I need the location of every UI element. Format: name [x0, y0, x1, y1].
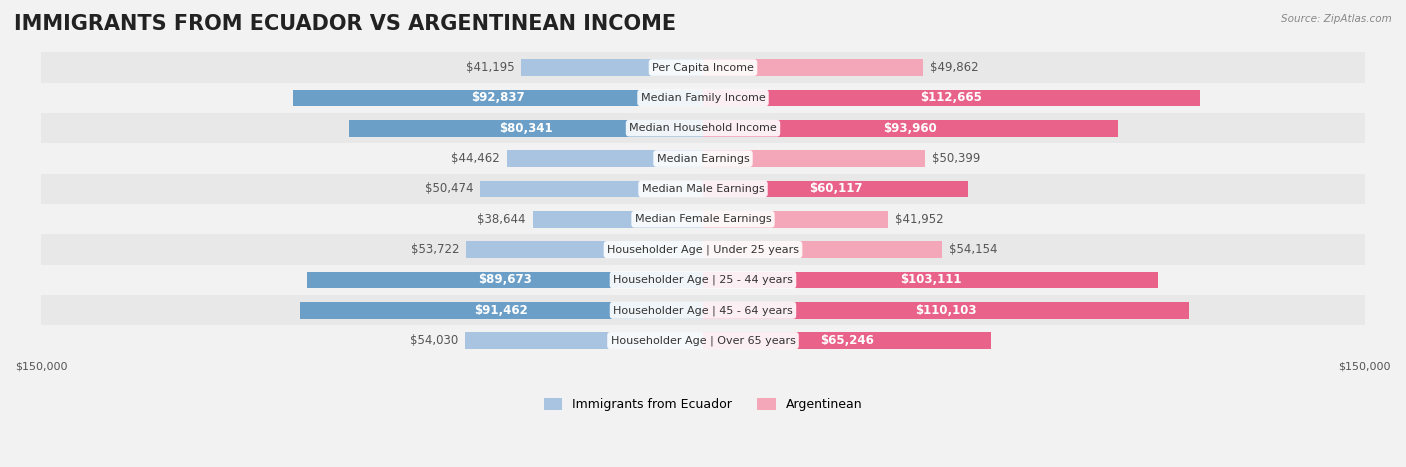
Text: IMMIGRANTS FROM ECUADOR VS ARGENTINEAN INCOME: IMMIGRANTS FROM ECUADOR VS ARGENTINEAN I… — [14, 14, 676, 34]
Text: $112,665: $112,665 — [921, 92, 983, 105]
Legend: Immigrants from Ecuador, Argentinean: Immigrants from Ecuador, Argentinean — [538, 393, 868, 416]
Text: $110,103: $110,103 — [915, 304, 977, 317]
Text: Householder Age | Under 25 years: Householder Age | Under 25 years — [607, 244, 799, 255]
Text: Per Capita Income: Per Capita Income — [652, 63, 754, 72]
Text: $41,952: $41,952 — [894, 213, 943, 226]
Bar — [299, 302, 703, 318]
Text: $53,722: $53,722 — [411, 243, 460, 256]
Text: $49,862: $49,862 — [929, 61, 979, 74]
Bar — [41, 234, 1365, 265]
Bar — [506, 150, 703, 167]
Text: $41,195: $41,195 — [465, 61, 515, 74]
Bar — [703, 333, 991, 349]
Text: $44,462: $44,462 — [451, 152, 501, 165]
Text: $80,341: $80,341 — [499, 122, 553, 134]
Text: $50,474: $50,474 — [425, 183, 474, 195]
Text: Householder Age | Over 65 years: Householder Age | Over 65 years — [610, 335, 796, 346]
Text: Median Family Income: Median Family Income — [641, 93, 765, 103]
Text: $38,644: $38,644 — [478, 213, 526, 226]
Bar — [294, 90, 703, 106]
Bar — [41, 52, 1365, 83]
Bar — [41, 204, 1365, 234]
Text: Median Male Earnings: Median Male Earnings — [641, 184, 765, 194]
Text: $54,154: $54,154 — [949, 243, 997, 256]
Bar — [41, 83, 1365, 113]
Bar — [349, 120, 703, 136]
Bar — [533, 211, 703, 227]
Bar — [465, 241, 703, 258]
Text: Median Female Earnings: Median Female Earnings — [634, 214, 772, 224]
Text: $93,960: $93,960 — [883, 122, 938, 134]
Text: Median Earnings: Median Earnings — [657, 154, 749, 163]
Bar — [41, 143, 1365, 174]
Bar — [41, 325, 1365, 356]
Text: $50,399: $50,399 — [932, 152, 980, 165]
Text: $60,117: $60,117 — [808, 183, 862, 195]
Bar — [41, 113, 1365, 143]
Bar — [481, 181, 703, 197]
Text: $54,030: $54,030 — [409, 334, 458, 347]
Bar — [703, 302, 1188, 318]
Text: $65,246: $65,246 — [820, 334, 875, 347]
Text: $91,462: $91,462 — [474, 304, 529, 317]
Text: $92,837: $92,837 — [471, 92, 524, 105]
Text: Householder Age | 25 - 44 years: Householder Age | 25 - 44 years — [613, 275, 793, 285]
Bar — [703, 90, 1201, 106]
Bar — [522, 59, 703, 76]
Text: $103,111: $103,111 — [900, 274, 962, 286]
Bar — [464, 333, 703, 349]
Text: $89,673: $89,673 — [478, 274, 531, 286]
Text: Householder Age | 45 - 64 years: Householder Age | 45 - 64 years — [613, 305, 793, 316]
Bar — [703, 241, 942, 258]
Text: Median Household Income: Median Household Income — [628, 123, 778, 133]
Text: Source: ZipAtlas.com: Source: ZipAtlas.com — [1281, 14, 1392, 24]
Bar — [41, 295, 1365, 325]
Bar — [308, 272, 703, 288]
Bar — [703, 211, 889, 227]
Bar — [41, 174, 1365, 204]
Bar — [703, 181, 969, 197]
Bar — [703, 59, 922, 76]
Bar — [703, 150, 925, 167]
Bar — [703, 120, 1118, 136]
Bar — [703, 272, 1159, 288]
Bar — [41, 265, 1365, 295]
